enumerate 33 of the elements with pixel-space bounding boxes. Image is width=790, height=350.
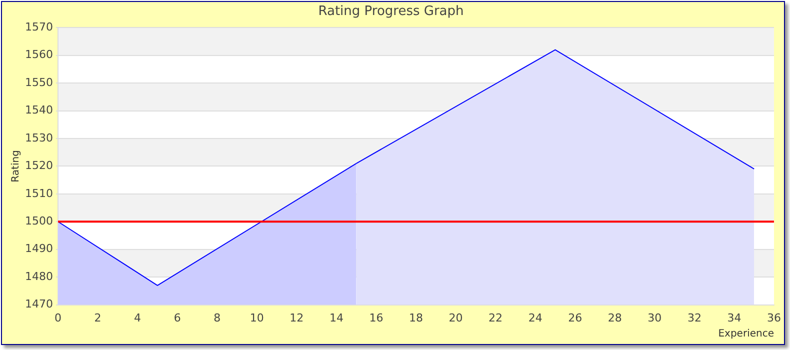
x-tick-label: 36 (767, 311, 781, 324)
x-tick-label: 4 (134, 311, 142, 324)
x-tick-label: 24 (528, 311, 542, 324)
x-tick-label: 18 (409, 311, 423, 324)
y-tick-label: 1550 (24, 76, 53, 89)
x-tick-label: 20 (448, 311, 463, 324)
y-tick-label: 1530 (24, 131, 53, 144)
y-tick-label: 1560 (24, 48, 53, 62)
x-tick-label: 12 (290, 311, 304, 324)
x-axis-title: Experience (718, 328, 774, 340)
y-tick-label: 1490 (24, 242, 53, 256)
x-tick-label: 0 (54, 311, 62, 324)
x-tick-label: 26 (568, 311, 582, 324)
y-tick-label: 1480 (24, 270, 53, 283)
x-tick-label: 2 (94, 311, 102, 324)
y-axis-title: Rating (10, 150, 22, 182)
y-tick-label: 1470 (24, 298, 53, 311)
x-tick-label: 28 (608, 311, 622, 324)
x-tick-label: 32 (687, 311, 702, 324)
x-tick-label: 30 (648, 311, 662, 324)
y-tick-label: 1500 (24, 214, 53, 228)
x-tick-label: 6 (174, 311, 181, 324)
x-tick-label: 14 (329, 311, 344, 324)
y-tick-label: 1510 (24, 186, 53, 200)
x-tick-label: 16 (369, 311, 384, 324)
y-tick-label: 1540 (24, 104, 53, 117)
y-tick-label: 1570 (24, 20, 53, 34)
x-tick-label: 8 (214, 311, 221, 324)
x-tick-label: 22 (488, 311, 503, 324)
x-tick-label: 10 (250, 311, 264, 324)
y-tick-label: 1520 (24, 159, 53, 172)
chart-title: Rating Progress Graph (318, 4, 464, 20)
x-tick-label: 34 (727, 311, 742, 324)
